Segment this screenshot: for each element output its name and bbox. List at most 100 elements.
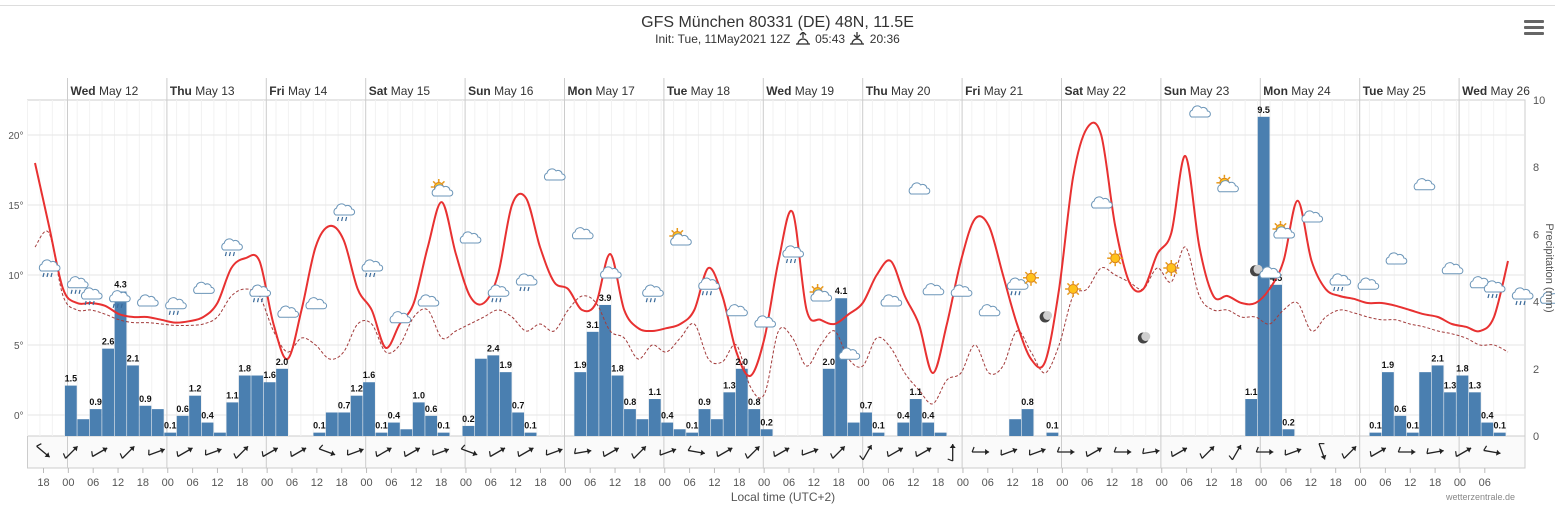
precip-bar bbox=[524, 432, 537, 436]
wind-arrow-icon bbox=[947, 444, 956, 462]
rain-drop bbox=[228, 251, 231, 257]
day-date: May 15 bbox=[391, 84, 431, 98]
rain-weather-icon bbox=[249, 284, 271, 303]
wind-arrow-icon bbox=[545, 447, 563, 456]
precip-label: 2.0 bbox=[276, 357, 289, 367]
hour-label: 06 bbox=[882, 477, 894, 489]
cloud-weather-icon bbox=[389, 311, 412, 324]
precip-bar bbox=[425, 415, 438, 436]
wind-barb bbox=[148, 449, 150, 456]
wind-head bbox=[216, 447, 222, 454]
day-name: Sat bbox=[369, 84, 391, 98]
hour-label: 06 bbox=[485, 477, 497, 489]
wind-barb bbox=[801, 449, 804, 456]
init-time: Init: Tue, 11May2021 12Z bbox=[655, 32, 791, 46]
rain-drop bbox=[116, 303, 119, 308]
hour-label: 00 bbox=[857, 477, 869, 489]
rain-drop bbox=[42, 272, 45, 278]
hour-label: 00 bbox=[758, 477, 770, 489]
precip-bar bbox=[77, 419, 90, 436]
rain-drop bbox=[112, 303, 115, 308]
precip-label: 4.1 bbox=[835, 286, 848, 296]
wind-head bbox=[866, 445, 873, 451]
hamburger-menu-icon[interactable] bbox=[1524, 20, 1544, 36]
right-tick-label: 0 bbox=[1533, 431, 1539, 443]
rain-drop bbox=[499, 298, 502, 303]
precip-label: 1.9 bbox=[574, 360, 587, 370]
wind-head bbox=[1380, 447, 1386, 453]
rain-drop bbox=[785, 258, 789, 264]
cloud-weather-icon bbox=[1091, 196, 1113, 209]
left-tick-label: 0° bbox=[14, 411, 24, 422]
precip-bar bbox=[1394, 415, 1407, 436]
hour-label: 12 bbox=[708, 477, 720, 489]
wind-barb bbox=[886, 451, 889, 457]
wind-head bbox=[414, 447, 420, 453]
wind-barb bbox=[375, 451, 378, 457]
rain-drop bbox=[74, 289, 77, 294]
wind-arrow-icon bbox=[602, 447, 620, 458]
precip-bar bbox=[350, 395, 363, 436]
sun-ray bbox=[441, 180, 445, 184]
wind-barb bbox=[1455, 451, 1457, 457]
hour-label: 00 bbox=[1354, 477, 1366, 489]
cloud-shape bbox=[417, 294, 440, 307]
hour-label: 12 bbox=[1305, 477, 1317, 489]
rain-drop bbox=[1491, 293, 1494, 299]
precip-bar bbox=[139, 405, 152, 436]
precip-bar bbox=[164, 432, 177, 436]
rain-weather-icon bbox=[109, 290, 131, 308]
rain-drop bbox=[653, 298, 656, 303]
wind-barb bbox=[859, 455, 864, 461]
wind-barb bbox=[1000, 449, 1002, 456]
wind-arrow-icon bbox=[1426, 448, 1444, 455]
precip-label: 0.1 bbox=[686, 421, 699, 431]
day-label: Wed May 12 bbox=[71, 84, 139, 98]
sun-ray bbox=[1218, 176, 1222, 180]
precip-bar bbox=[673, 429, 686, 436]
precip-label: 1.1 bbox=[226, 390, 239, 400]
cloud-weather-icon bbox=[838, 347, 861, 360]
precip-label: 0.4 bbox=[388, 411, 401, 421]
wind-arrow-icon bbox=[403, 447, 421, 458]
precip-label: 2.0 bbox=[736, 357, 749, 367]
left-tick-label: 15° bbox=[8, 201, 23, 212]
cloud-shape bbox=[1483, 280, 1506, 293]
cloud-weather-icon bbox=[726, 304, 748, 317]
wind-arrow-icon bbox=[915, 447, 932, 458]
wind-head bbox=[1320, 454, 1327, 460]
hour-label: 18 bbox=[534, 477, 546, 489]
precip-label: 0.6 bbox=[1394, 404, 1407, 414]
rain-weather-icon bbox=[1006, 277, 1029, 296]
cloud-shape bbox=[389, 311, 412, 324]
precip-label: 1.8 bbox=[239, 364, 252, 374]
chart-subtitle: Init: Tue, 11May2021 12Z 05:43 20:36 bbox=[0, 31, 1555, 46]
precip-bar bbox=[1369, 432, 1382, 436]
wind-barb bbox=[290, 451, 292, 457]
hour-label: 18 bbox=[435, 477, 447, 489]
hour-label: 06 bbox=[186, 477, 198, 489]
wind-head bbox=[301, 447, 307, 453]
cloud-weather-icon bbox=[1301, 210, 1324, 223]
precip-label: 1.6 bbox=[363, 370, 376, 380]
chart-title: GFS München 80331 (DE) 48N, 11.5E bbox=[641, 14, 914, 31]
precip-label: 0.4 bbox=[201, 411, 214, 421]
rain-drop bbox=[373, 272, 376, 278]
day-name: Thu bbox=[170, 84, 195, 98]
precip-bar bbox=[1021, 409, 1034, 436]
weather-icons bbox=[38, 105, 1555, 360]
wind-barb bbox=[687, 445, 692, 451]
temperature-line bbox=[34, 121, 1509, 377]
precip-label: 0.7 bbox=[338, 400, 351, 410]
precip-bar bbox=[822, 368, 835, 436]
wind-head bbox=[528, 447, 534, 453]
cloud-weather-icon bbox=[1189, 105, 1211, 118]
sun-ray bbox=[1076, 282, 1080, 286]
precip-bar bbox=[251, 375, 264, 436]
sun-weather-icon bbox=[1023, 269, 1039, 286]
precip-label: 0.6 bbox=[176, 404, 189, 414]
wind-arrow-icon bbox=[1284, 447, 1302, 456]
precip-label: 0.1 bbox=[872, 421, 885, 431]
wind-arrow-icon bbox=[1397, 446, 1416, 455]
cloud-weather-icon bbox=[571, 227, 594, 240]
